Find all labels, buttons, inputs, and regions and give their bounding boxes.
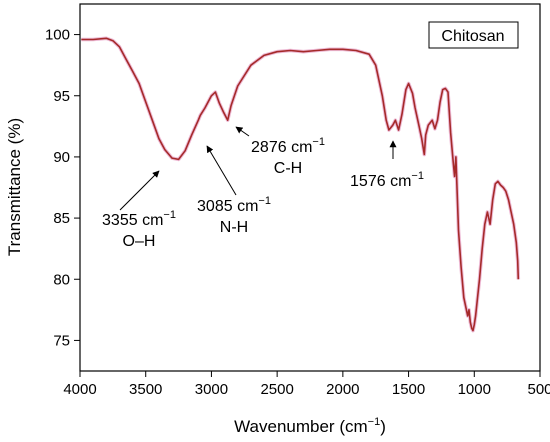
annotation-label: 3355 cm−1	[102, 209, 176, 229]
annotation-group: C-H	[274, 160, 302, 177]
series-line-highlight	[81, 36, 521, 333]
annotation-ch: 2876 cm−1 C-H	[235, 126, 325, 177]
y-tick-label: 85	[53, 210, 70, 227]
x-axis-ticks: 4000 3500 3000 2500 2000 1500 1000 500	[63, 371, 550, 398]
y-axis-title: Transmittance (%)	[5, 118, 24, 256]
annotation-label: 1576 cm−1	[350, 170, 424, 190]
y-tick-label: 95	[53, 88, 70, 105]
plot-frame	[79, 3, 541, 372]
annotation-arrow	[235, 126, 250, 137]
y-tick-label: 100	[45, 27, 70, 44]
annotation-label: 3085 cm−1	[197, 195, 271, 215]
annotation-arrow	[119, 170, 160, 211]
x-tick-label: 3000	[195, 381, 228, 398]
x-tick-label: 500	[527, 381, 550, 398]
series-line-chitosan	[81, 37, 520, 332]
y-tick-label: 75	[53, 332, 70, 349]
x-axis-title: Wavenumber (cm−1)	[234, 416, 386, 436]
annotation-group: N-H	[220, 219, 248, 236]
x-tick-label: 1000	[458, 381, 491, 398]
annotation-label: 2876 cm−1	[251, 136, 325, 156]
y-tick-label: 90	[53, 149, 70, 166]
legend: Chitosan	[428, 21, 519, 49]
x-tick-label: 2000	[326, 381, 359, 398]
x-tick-label: 3500	[129, 381, 162, 398]
x-tick-label: 4000	[63, 381, 96, 398]
annotation-1576: 1576 cm−1	[350, 140, 424, 190]
x-tick-label: 1500	[392, 381, 425, 398]
legend-box	[428, 21, 519, 49]
annotation-nh: 3085 cm−1 N-H	[197, 145, 271, 236]
x-tick-label: 2500	[260, 381, 293, 398]
annotation-group: O–H	[123, 233, 156, 250]
y-tick-label: 80	[53, 271, 70, 288]
annotation-oh: 3355 cm−1 O–H	[102, 170, 176, 250]
legend-label: Chitosan	[441, 28, 504, 45]
y-axis-ticks: 75 80 85 90 95 100	[45, 27, 80, 349]
annotation-arrow	[206, 145, 237, 196]
